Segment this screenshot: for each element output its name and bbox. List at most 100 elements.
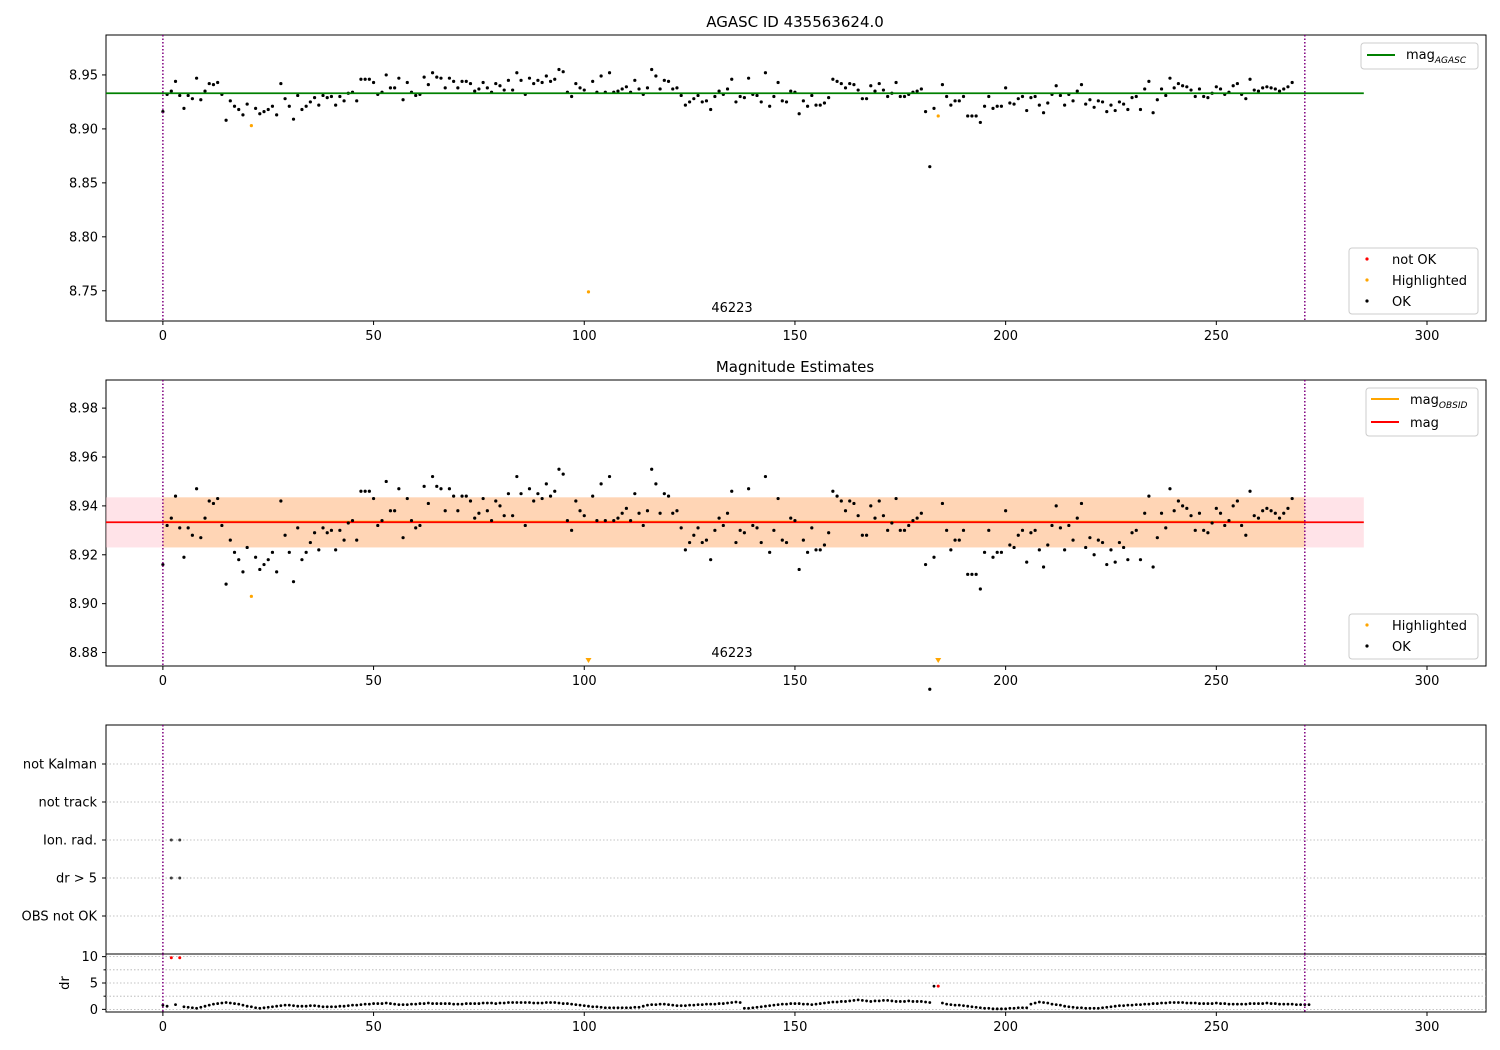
ok-point [1126,558,1130,562]
ok-point [342,538,346,542]
ok-point [317,548,321,552]
dr-point [907,999,911,1003]
dr-point [574,1003,578,1007]
ok-point [1092,105,1096,109]
dr-point [549,1001,552,1004]
ok-point [1155,98,1159,102]
dr-point [199,1005,203,1009]
ok-point [1181,84,1185,88]
ok-point [654,482,658,486]
ok-point [1202,94,1206,99]
dr-point [511,1001,515,1004]
panel2-title: Magnitude Estimates [716,358,874,376]
ok-point [397,487,401,491]
ok-point [675,509,679,513]
ok-point [1117,540,1122,545]
ok-point [304,550,308,554]
ok-point [742,95,746,100]
dr-point [898,1000,902,1003]
ok-point [1105,110,1109,114]
legend-ok-label: OK [1392,295,1411,310]
dr-point [869,1000,873,1003]
ok-point [671,511,675,515]
dr-point [1050,1002,1054,1006]
ok-point [616,516,620,520]
ok-point [852,83,856,87]
ok-point [321,93,325,98]
dr-point [700,1003,704,1007]
dr-point [738,1001,742,1004]
ok-point [734,540,738,545]
panel1-x-axis: 0 50 100 150 200 250 300 [159,321,1439,344]
dr-point [582,1004,586,1008]
dr-point [591,1005,595,1009]
ok-point [805,104,810,108]
dr-point [578,1003,582,1007]
ok-point [881,88,886,92]
dr-point [616,1006,620,1010]
dr-point [212,1002,215,1006]
ok-point [814,103,818,107]
ok-point [763,71,768,75]
dr-point [1084,1006,1088,1010]
ok-point [645,509,650,513]
ok-point [426,501,430,506]
ok-point [725,87,730,91]
x-tick-label: 100 [572,1020,597,1035]
ok-point [1012,545,1016,550]
dr-point [523,1001,527,1004]
ok-point [561,70,565,74]
dr-point [241,1003,245,1007]
panel1-title: AGASC ID 435563624.0 [706,13,884,31]
dr-point [1206,1002,1210,1005]
dr-point [317,1004,321,1008]
ok-point [688,100,692,104]
ok-point [519,78,523,82]
ok-point [258,567,262,572]
dr-point [418,1002,422,1005]
ok-point [485,509,489,513]
ok-point [262,562,266,567]
dr-point [363,1002,367,1006]
ok-point [228,99,232,103]
ok-point [831,489,835,493]
dr-point [325,1005,329,1009]
ok-point [704,538,709,542]
ok-point [435,484,439,488]
ok-point [848,499,852,503]
dr-point [1126,1003,1130,1007]
dr-point [1042,1001,1045,1004]
ok-point [283,533,287,537]
ok-point [1240,523,1244,528]
ok-point [759,540,763,545]
ok-point [452,79,456,84]
dr-point [410,1002,413,1006]
dr-point [355,1003,359,1007]
ok-point [730,489,734,493]
ok-point [864,97,869,101]
ok-point [287,550,291,554]
dr-point [1176,1001,1180,1004]
ok-point [300,107,304,112]
ok-point [603,518,607,523]
ok-point [843,509,848,513]
panel2-y-axis: 8.88 8.90 8.92 8.94 8.96 8.98 [69,402,106,661]
dr-point [1210,1002,1214,1005]
dr-point [721,1002,725,1005]
panel2-x-axis: 0 50 100 150 200 250 300 [159,666,1439,689]
ok-point [881,514,886,518]
ok-point [363,489,367,493]
ok-point [776,80,780,85]
ok-point [852,501,856,506]
ok-point [312,531,317,535]
panel4-ylabel: dr [58,976,73,990]
ok-point [692,533,696,537]
ok-point [1265,85,1269,89]
ok-point [1206,531,1210,535]
legend-mag-obsid-label: magOBSID [1410,393,1468,411]
ok-point [232,550,237,554]
ok-point [637,511,641,515]
ok-point [1134,94,1138,99]
ok-point [1214,506,1218,510]
ok-point [599,482,603,486]
